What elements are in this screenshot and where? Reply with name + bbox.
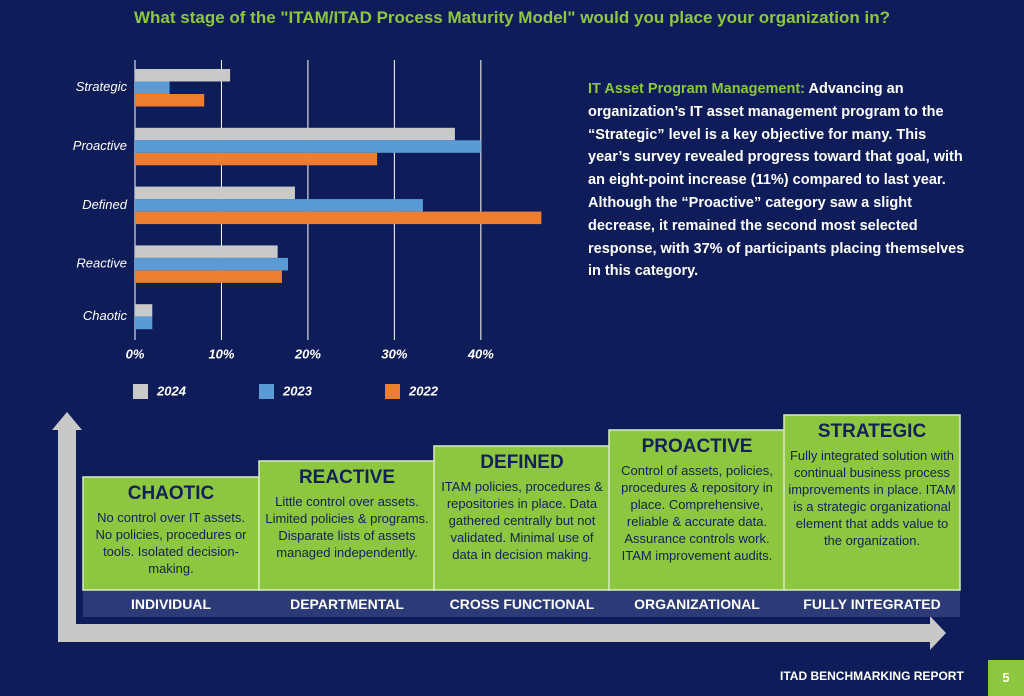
stage: CHAOTIC No control over IT assets. No pol… — [83, 477, 259, 577]
bar — [135, 140, 481, 153]
stage: STRATEGIC Fully integrated solution with … — [784, 415, 960, 549]
y-tick-label: Defined — [82, 197, 128, 212]
bar — [135, 211, 542, 225]
page-number: 5 — [988, 660, 1024, 696]
x-tick-label: 20% — [294, 346, 321, 361]
x-tick-label: 30% — [381, 346, 407, 361]
footer-report: ITAD BENCHMARKING REPORT — [780, 669, 964, 683]
stage: REACTIVE Little control over assets. Limi… — [259, 461, 435, 561]
stage-level: CROSS FUNCTIONAL — [449, 596, 595, 612]
stage-level: FULLY INTEGRATED — [803, 596, 941, 612]
bar — [135, 81, 170, 94]
stage-level: INDIVIDUAL — [130, 596, 212, 612]
stage-description: ITAM policies, procedures & repositories… — [441, 479, 603, 562]
legend-label: 2022 — [408, 383, 439, 398]
y-tick-label: Strategic — [76, 79, 128, 94]
page-title: What stage of the "ITAM/ITAD Process Mat… — [134, 8, 890, 27]
y-tick-label: Proactive — [73, 138, 127, 153]
vertical-arrow — [52, 412, 82, 628]
sidebar-body: Advancing an organization’s IT asset man… — [588, 81, 965, 280]
bar — [135, 270, 282, 283]
stage-box — [433, 445, 611, 591]
stage-name: CHAOTIC — [127, 483, 215, 504]
stage-level: ORGANIZATIONAL — [634, 596, 760, 612]
bar — [135, 69, 231, 82]
y-tick-label: Reactive — [76, 256, 127, 271]
sidebar-heading: IT Asset Program Management: — [588, 81, 806, 97]
stage-box — [783, 414, 961, 591]
legend-label: 2023 — [282, 383, 313, 398]
diagram — [52, 412, 961, 650]
stage-name: PROACTIVE — [641, 436, 753, 457]
x-tick-label: 40% — [467, 346, 494, 361]
stage-name: REACTIVE — [298, 467, 396, 488]
x-tick-label: 10% — [208, 346, 234, 361]
stage-description: No control over IT assets. No policies, … — [95, 510, 247, 576]
horizontal-arrow — [58, 616, 946, 650]
bar — [135, 304, 153, 317]
stage-description: Fully integrated solution with continual… — [788, 448, 956, 548]
legend-swatch — [385, 384, 400, 399]
stage-name: STRATEGIC — [817, 421, 927, 442]
level-bar — [83, 590, 960, 617]
stage-description: Little control over assets. Limited poli… — [265, 494, 429, 560]
stage: DEFINED ITAM policies, procedures & repos… — [434, 446, 610, 563]
bar — [135, 245, 278, 258]
bar — [135, 199, 423, 212]
stage: PROACTIVE Control of assets, policies, pr… — [609, 430, 785, 564]
legend-label: 2024 — [156, 383, 187, 398]
y-tick-label: Chaotic — [83, 308, 128, 323]
bar — [135, 186, 295, 200]
bar — [135, 94, 205, 107]
bar — [135, 127, 455, 141]
stage-level: DEPARTMENTAL — [290, 596, 404, 612]
stage-name: DEFINED — [480, 452, 564, 473]
stage-box — [82, 476, 260, 591]
sidebar: IT Asset Program Management: Advancing a… — [588, 78, 966, 283]
legend-swatch — [133, 384, 148, 399]
x-tick-label: 0% — [126, 346, 145, 361]
stage-box — [258, 460, 436, 591]
legend-swatch — [259, 384, 274, 399]
stage-description: Control of assets, policies, procedures … — [621, 463, 773, 563]
bar — [135, 152, 378, 166]
bar — [135, 257, 289, 271]
bar — [135, 316, 153, 330]
